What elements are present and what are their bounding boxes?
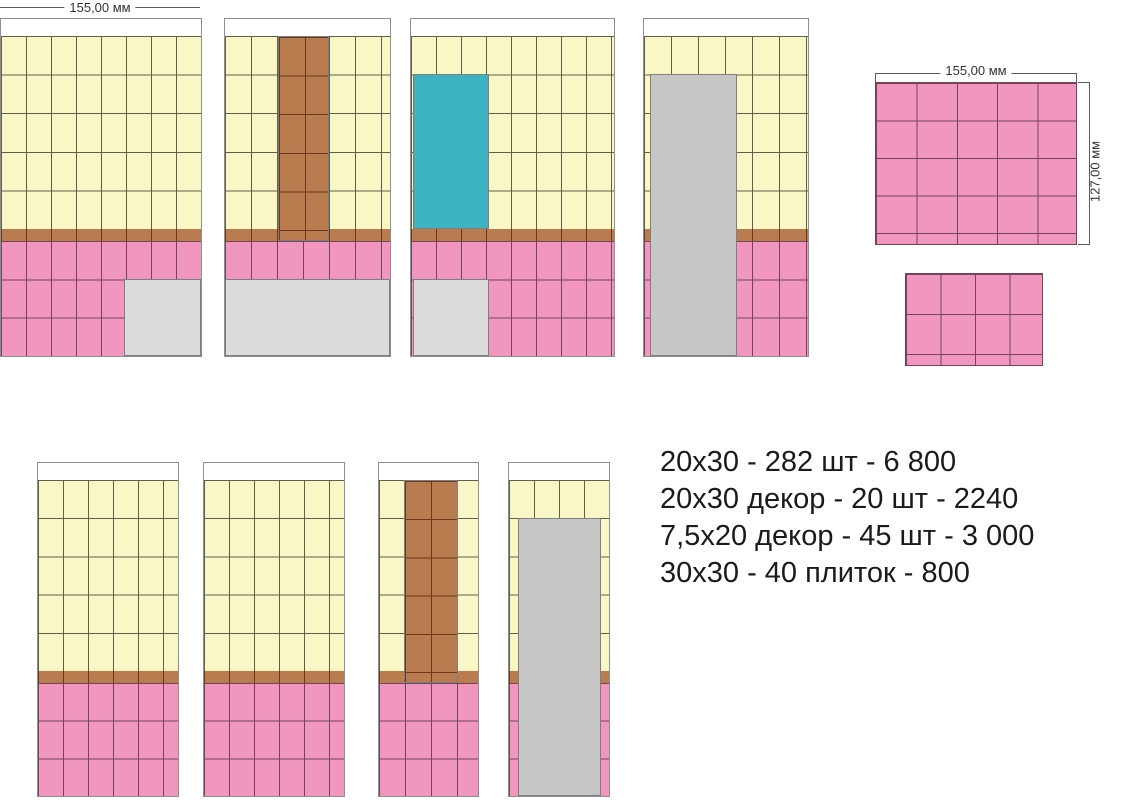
decor-border-strip bbox=[204, 671, 344, 683]
dimension-tick bbox=[875, 73, 876, 82]
decor-column bbox=[404, 480, 458, 683]
dimension-tick bbox=[1076, 73, 1077, 82]
floor-tiles-grid bbox=[38, 683, 178, 796]
untiled-area bbox=[225, 279, 390, 356]
floor-sheet-large bbox=[875, 82, 1077, 245]
wall-1 bbox=[0, 18, 202, 357]
wall-8 bbox=[508, 462, 610, 797]
panel-header bbox=[509, 463, 609, 480]
dim-floor-height: 127,00 мм bbox=[1077, 82, 1117, 245]
wall-4 bbox=[643, 18, 809, 357]
floor-tiles-grid bbox=[204, 683, 344, 796]
floor-sheet-small bbox=[905, 273, 1043, 366]
summary-line-1: 20x30 - 282 шт - 6 800 bbox=[660, 446, 957, 478]
decor-border-strip bbox=[1, 229, 201, 241]
dimension-label: 127,00 мм bbox=[1087, 140, 1103, 202]
panel-header bbox=[225, 19, 390, 36]
wall-6 bbox=[203, 462, 345, 797]
wall-tiles-grid bbox=[204, 480, 344, 671]
dim-floor-width: 155,00 мм bbox=[875, 60, 1077, 84]
panel-header bbox=[379, 463, 478, 480]
window-opening bbox=[413, 74, 489, 229]
decor-border-strip bbox=[38, 671, 178, 683]
wall-tiles-grid bbox=[38, 480, 178, 671]
wall-7 bbox=[378, 462, 479, 797]
door-opening bbox=[650, 74, 737, 356]
summary-line-3: 7,5x20 декор - 45 шт - 3 000 bbox=[660, 520, 1035, 552]
door-opening bbox=[518, 518, 601, 796]
untiled-area bbox=[124, 279, 201, 356]
panel-header bbox=[204, 463, 344, 480]
wall-tiles-grid bbox=[1, 36, 201, 229]
wall-2 bbox=[224, 18, 391, 357]
dim-wall1-width: 155,00 мм bbox=[0, 0, 200, 24]
dimension-line bbox=[1089, 82, 1090, 245]
wall-5 bbox=[37, 462, 179, 797]
dimension-label: 155,00 мм bbox=[940, 63, 1012, 78]
untiled-area bbox=[413, 279, 489, 356]
summary-line-2: 20x30 декор - 20 шт - 2240 bbox=[660, 483, 1019, 515]
decor-column bbox=[278, 36, 329, 241]
panel-header bbox=[644, 19, 808, 36]
dimension-label: 155,00 мм bbox=[64, 0, 136, 15]
summary-line-4: 30x30 - 40 плиток - 800 bbox=[660, 557, 970, 589]
decor-border-strip bbox=[411, 229, 614, 241]
tile-summary: 20x30 - 282 шт - 6 800 20x30 декор - 20 … bbox=[660, 444, 1034, 592]
panel-header bbox=[411, 19, 614, 36]
dimension-tick bbox=[1078, 244, 1089, 245]
wall-3 bbox=[410, 18, 615, 357]
panel-header bbox=[38, 463, 178, 480]
floor-tiles-grid bbox=[379, 683, 478, 796]
dimension-tick bbox=[1078, 82, 1089, 83]
